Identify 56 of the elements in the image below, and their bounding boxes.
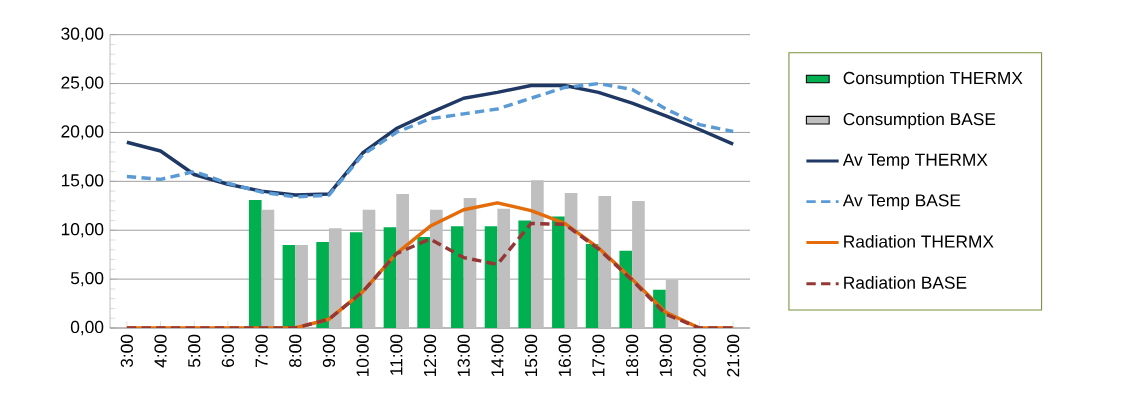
bar — [430, 209, 443, 328]
y-tick-label: 5,00 — [70, 271, 104, 287]
y-tick-label: 25,00 — [61, 76, 104, 91]
bar — [518, 220, 532, 328]
y-tick-label: 0,00 — [70, 320, 104, 336]
bar — [295, 244, 308, 328]
x-tick-label: 16:00 — [558, 334, 571, 377]
legend-label: Radiation BASE — [844, 276, 967, 289]
bar — [328, 228, 342, 328]
bar — [531, 180, 544, 328]
x-tick-label: 8:00 — [289, 334, 302, 368]
x-tick-label: 18:00 — [625, 334, 639, 377]
y-tick-label: 30,00 — [61, 27, 104, 42]
bar — [316, 241, 329, 328]
x-tick-label: 3:00 — [120, 334, 133, 368]
bar — [248, 199, 262, 328]
x-tick-label: 6:00 — [221, 334, 235, 367]
bar — [261, 209, 275, 328]
x-tick-label: 11:00 — [390, 334, 403, 375]
x-tick-label: 9:00 — [322, 334, 336, 367]
bar — [451, 226, 464, 328]
bar — [585, 243, 599, 328]
x-tick-label: 13:00 — [457, 334, 470, 377]
legend-label: Av Temp BASE — [842, 194, 961, 210]
x-tick-label: 7:00 — [255, 334, 268, 367]
x-tick-label: 21:00 — [727, 334, 740, 377]
x-tick-label: 17:00 — [592, 334, 605, 377]
x-tick-label: 19:00 — [659, 334, 672, 377]
bar — [632, 200, 645, 328]
y-tick-label: 20,00 — [61, 125, 104, 140]
bar — [564, 193, 578, 328]
y-tick-label: 15,00 — [61, 174, 104, 189]
x-tick-label: 5:00 — [188, 334, 201, 368]
x-tick-label: 15:00 — [524, 334, 538, 377]
bar — [484, 226, 498, 328]
bar — [362, 209, 376, 328]
x-tick-label: 4:00 — [154, 334, 167, 368]
bar — [282, 244, 296, 328]
y-tick-label: 10,00 — [61, 223, 104, 238]
bar — [552, 216, 565, 328]
legend-label: Radiation THERMX — [844, 234, 994, 248]
legend-label: Av Temp THERMX — [842, 153, 988, 170]
bar — [396, 194, 409, 328]
bar — [463, 197, 477, 328]
bar — [383, 227, 397, 328]
legend-label: Consumption THERMX — [843, 71, 1023, 88]
x-tick-label: 20:00 — [693, 334, 706, 377]
x-tick-label: 14:00 — [491, 334, 504, 377]
x-tick-label: 10:00 — [356, 334, 369, 377]
bar — [349, 232, 363, 328]
bar — [598, 196, 612, 328]
legend-label: Consumption BASE — [843, 112, 996, 129]
bar — [417, 237, 431, 328]
bar — [497, 208, 511, 328]
x-tick-label: 12:00 — [423, 334, 437, 377]
bar — [619, 250, 633, 328]
